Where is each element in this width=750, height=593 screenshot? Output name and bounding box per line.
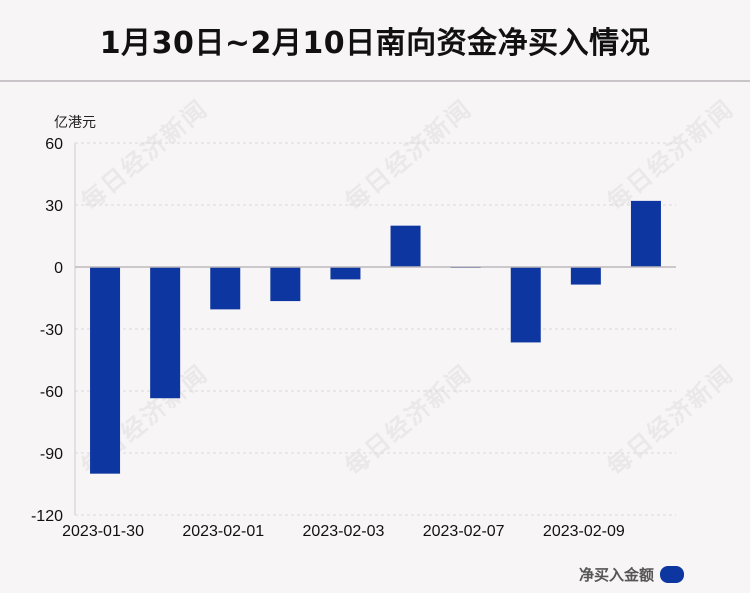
- x-tick-label: 2023-02-09: [543, 523, 625, 540]
- bar: [210, 267, 241, 310]
- legend-swatch: [660, 566, 684, 583]
- x-tick-label: 2023-02-03: [303, 523, 385, 540]
- legend: 净买入金额: [579, 564, 684, 585]
- bar: [390, 225, 421, 267]
- y-tick-label: 60: [45, 136, 63, 153]
- x-tick-label: 2023-01-30: [62, 523, 144, 540]
- y-axis-unit-label: 亿港元: [54, 115, 96, 131]
- y-tick-label: -120: [31, 508, 63, 525]
- bar: [150, 267, 181, 399]
- legend-label: 净买入金额: [578, 566, 654, 584]
- y-tick-label: -90: [40, 446, 63, 463]
- bar: [570, 267, 601, 285]
- x-tick-label: 2023-02-01: [182, 523, 264, 540]
- chart-title: 1月30日~2月10日南向资金净买入情况: [99, 26, 651, 61]
- bar: [90, 267, 121, 474]
- y-tick-label: 0: [54, 260, 63, 277]
- title-divider: [0, 80, 750, 82]
- bar: [630, 200, 661, 267]
- y-tick-label: 30: [45, 198, 63, 215]
- bar: [510, 267, 541, 343]
- y-tick-label: -30: [40, 322, 63, 339]
- x-tick-label: 2023-02-07: [423, 523, 505, 540]
- bar: [330, 267, 361, 280]
- bar: [270, 267, 301, 302]
- y-tick-label: -60: [40, 384, 63, 401]
